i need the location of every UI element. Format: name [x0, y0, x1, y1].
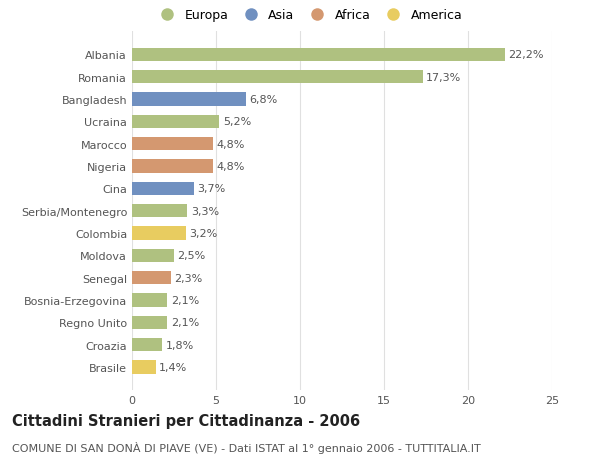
Bar: [132, 182, 194, 196]
Text: Cittadini Stranieri per Cittadinanza - 2006: Cittadini Stranieri per Cittadinanza - 2…: [12, 413, 360, 428]
Text: 2,5%: 2,5%: [178, 251, 206, 261]
Bar: [132, 160, 212, 173]
Text: 1,8%: 1,8%: [166, 340, 194, 350]
Text: 4,8%: 4,8%: [216, 139, 244, 149]
Text: 3,2%: 3,2%: [189, 229, 217, 238]
Text: 2,1%: 2,1%: [170, 295, 199, 305]
Text: 17,3%: 17,3%: [426, 73, 461, 82]
Bar: [132, 294, 167, 307]
Bar: [132, 271, 170, 285]
Bar: [132, 316, 167, 329]
Text: 4,8%: 4,8%: [216, 162, 244, 172]
Bar: [132, 138, 212, 151]
Bar: [132, 227, 186, 240]
Text: 22,2%: 22,2%: [508, 50, 544, 60]
Bar: [132, 204, 187, 218]
Bar: [132, 360, 155, 374]
Text: 1,4%: 1,4%: [159, 362, 187, 372]
Bar: [132, 249, 174, 263]
Bar: [132, 93, 246, 106]
Text: 3,7%: 3,7%: [197, 184, 226, 194]
Bar: [132, 48, 505, 62]
Text: 2,1%: 2,1%: [170, 318, 199, 328]
Text: 3,3%: 3,3%: [191, 206, 219, 216]
Legend: Europa, Asia, Africa, America: Europa, Asia, Africa, America: [155, 9, 462, 22]
Bar: [132, 115, 220, 129]
Text: 6,8%: 6,8%: [250, 95, 278, 105]
Text: COMUNE DI SAN DONÀ DI PIAVE (VE) - Dati ISTAT al 1° gennaio 2006 - TUTTITALIA.IT: COMUNE DI SAN DONÀ DI PIAVE (VE) - Dati …: [12, 441, 481, 453]
Bar: [132, 338, 162, 352]
Text: 5,2%: 5,2%: [223, 117, 251, 127]
Text: 2,3%: 2,3%: [174, 273, 202, 283]
Bar: [132, 71, 422, 84]
